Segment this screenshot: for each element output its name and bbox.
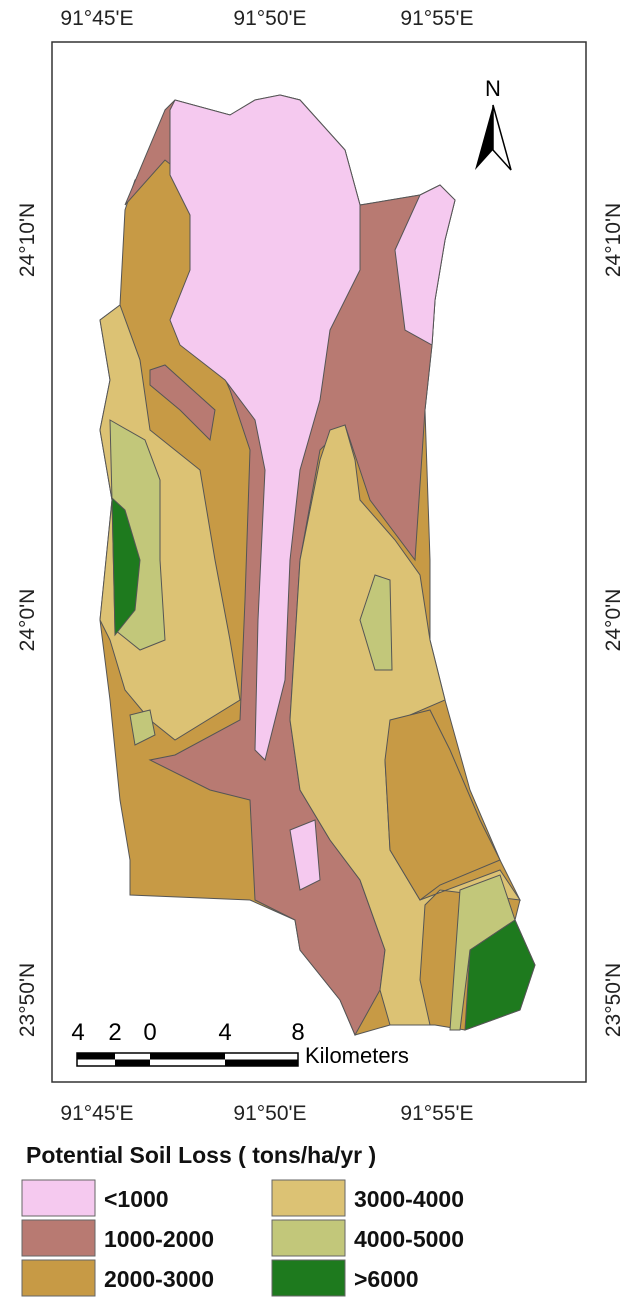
bottom-coord: 91°50'E bbox=[233, 1102, 306, 1125]
region bbox=[384, 709, 501, 901]
legend-label: 3000-4000 bbox=[354, 1186, 464, 1212]
bottom-coord: 91°55'E bbox=[400, 1102, 473, 1125]
scale-seg bbox=[115, 1059, 150, 1066]
region bbox=[289, 424, 522, 1026]
scale-tick: 2 bbox=[108, 1019, 121, 1046]
region bbox=[464, 919, 536, 1031]
region bbox=[129, 709, 156, 746]
region bbox=[359, 574, 393, 671]
left-coord: 23°50'N bbox=[16, 963, 39, 1037]
top-coord: 91°45'E bbox=[60, 7, 133, 30]
arrow-half bbox=[492, 104, 512, 171]
legend-swatch bbox=[271, 1219, 346, 1257]
region bbox=[289, 819, 321, 891]
scale-tick: 8 bbox=[291, 1019, 304, 1046]
right-coord: 24°10'N bbox=[602, 203, 625, 277]
legend-label: 1000-2000 bbox=[104, 1226, 214, 1252]
left-coord: 24°0'N bbox=[16, 589, 39, 652]
region bbox=[449, 874, 516, 1031]
region bbox=[169, 94, 361, 761]
legend-swatch bbox=[21, 1259, 96, 1297]
scale-tick: 0 bbox=[143, 1019, 156, 1046]
regions bbox=[99, 94, 536, 1037]
region bbox=[394, 184, 456, 346]
scale-tick: 4 bbox=[218, 1019, 231, 1046]
scale-seg bbox=[225, 1059, 298, 1066]
north-label: N bbox=[485, 76, 501, 101]
legend-swatch bbox=[21, 1179, 96, 1217]
legend-title: Potential Soil Loss ( tons/ha/yr ) bbox=[26, 1142, 376, 1168]
scale-seg bbox=[77, 1053, 115, 1060]
legend-swatch bbox=[271, 1259, 346, 1297]
legend-swatch bbox=[21, 1219, 96, 1257]
legend-label: 4000-5000 bbox=[354, 1226, 464, 1252]
right-coord: 23°50'N bbox=[602, 963, 625, 1037]
arrow-half bbox=[475, 105, 493, 170]
region bbox=[149, 364, 216, 442]
legend-label: >6000 bbox=[354, 1266, 419, 1292]
right-coord: 24°0'N bbox=[602, 589, 625, 652]
bottom-coord: 91°45'E bbox=[60, 1102, 133, 1125]
north-arrow: N bbox=[475, 76, 512, 171]
legend-swatch bbox=[271, 1179, 346, 1217]
scale-seg bbox=[150, 1053, 225, 1060]
legend-label: 2000-3000 bbox=[104, 1266, 214, 1292]
scale-unit: Kilometers bbox=[305, 1043, 409, 1068]
scale-tick: 4 bbox=[71, 1019, 84, 1046]
region bbox=[111, 496, 141, 637]
top-coord: 91°50'E bbox=[233, 7, 306, 30]
left-coord: 24°10'N bbox=[16, 203, 39, 277]
top-coord: 91°55'E bbox=[400, 7, 473, 30]
map-frame bbox=[51, 41, 587, 1083]
scale-bar bbox=[76, 1052, 299, 1067]
legend-label: <1000 bbox=[104, 1186, 169, 1212]
